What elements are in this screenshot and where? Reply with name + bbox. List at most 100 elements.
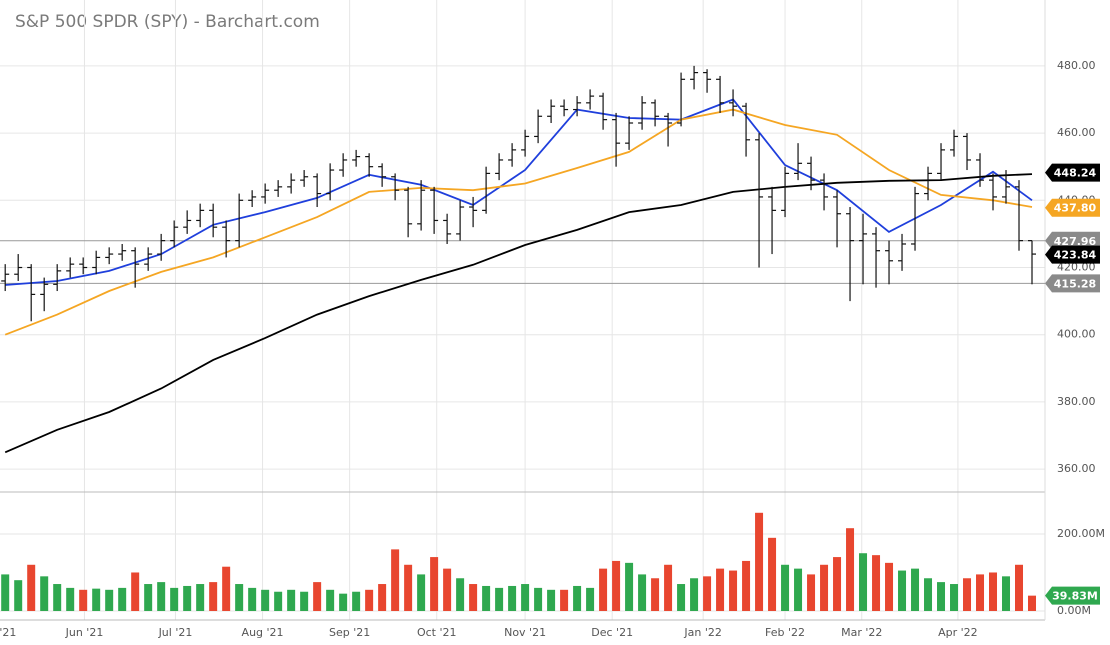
volume-bar — [872, 555, 881, 611]
volume-bar — [547, 589, 556, 611]
volume-bar — [131, 572, 140, 611]
price-badge — [1045, 231, 1100, 250]
volume-bar — [14, 580, 23, 611]
volume-bar — [573, 585, 582, 611]
volume-bar — [716, 568, 725, 611]
price-badge-label: 427.96 — [1054, 235, 1097, 248]
volume-bar — [248, 587, 257, 611]
volume-bar — [937, 582, 946, 611]
volume-bar — [27, 564, 36, 611]
volume-bar — [534, 587, 543, 611]
volume-bar — [703, 576, 712, 611]
volume-bar — [976, 574, 985, 611]
price-badge-label: 448.24 — [1054, 167, 1097, 180]
volume-bar — [521, 584, 530, 611]
volume-bar — [352, 591, 361, 611]
volume-bar — [40, 576, 49, 611]
volume-bar — [391, 549, 400, 611]
volume-bar — [495, 587, 504, 611]
price-badge — [1045, 274, 1100, 293]
volume-bar — [1, 574, 10, 611]
x-tick-label: Aug '21 — [242, 626, 284, 639]
volume-bar — [755, 512, 764, 611]
chart-title: S&P 500 SPDR (SPY) - Barchart.com — [15, 12, 320, 32]
volume-bar — [222, 566, 231, 611]
volume-bar — [924, 578, 933, 611]
y-tick-label: 480.00 — [1057, 59, 1096, 72]
volume-bar — [989, 572, 998, 611]
volume-bar — [742, 560, 751, 611]
volume-bar — [677, 584, 686, 611]
price-badge — [1045, 245, 1100, 264]
volume-bar — [1015, 564, 1024, 611]
volume-bar — [664, 564, 673, 611]
volume-bar — [417, 574, 426, 611]
price-badge-label: 39.83M — [1052, 590, 1098, 603]
volume-bar — [729, 570, 738, 611]
x-tick-label: Dec '21 — [591, 626, 633, 639]
y-tick-label: 380.00 — [1057, 395, 1096, 408]
volume-bar — [443, 568, 452, 611]
volume-bar — [287, 589, 296, 611]
volume-bar — [1028, 595, 1037, 611]
volume-bar — [768, 537, 777, 611]
price-badge-label: 437.80 — [1054, 202, 1097, 215]
x-tick-label: May '21 — [0, 626, 16, 639]
volume-bar — [157, 582, 166, 611]
volume-bar — [170, 587, 179, 611]
volume-bar — [469, 584, 478, 611]
x-tick-label: Oct '21 — [417, 626, 457, 639]
price-badge-label: 415.28 — [1054, 277, 1096, 290]
x-tick-label: Jun '21 — [65, 626, 104, 639]
y-tick-label: 460.00 — [1057, 126, 1096, 139]
volume-bar — [313, 582, 322, 611]
volume-bar — [326, 589, 335, 611]
x-tick-label: Jul '21 — [158, 626, 193, 639]
volume-bar — [235, 584, 244, 611]
volume-bar — [560, 589, 569, 611]
moving-average — [5, 98, 1033, 286]
price-badge — [1045, 198, 1100, 217]
volume-bar — [66, 587, 75, 611]
volume-bar — [365, 589, 374, 611]
volume-bar — [625, 562, 634, 611]
y-tick-label: 420.00 — [1057, 261, 1096, 274]
volume-bar — [612, 560, 621, 611]
volume-tick-label: 0.00M — [1057, 604, 1091, 617]
volume-bar — [950, 584, 959, 611]
moving-average — [4, 173, 1033, 454]
volume-bar — [690, 578, 699, 611]
volume-bar — [404, 564, 413, 611]
x-tick-label: Apr '22 — [938, 626, 978, 639]
x-tick-label: Sep '21 — [329, 626, 370, 639]
volume-bar — [638, 574, 647, 611]
volume-bar — [79, 589, 88, 611]
volume-bar — [53, 584, 62, 611]
x-tick-label: Jan '22 — [683, 626, 721, 639]
volume-bar — [482, 585, 491, 611]
volume-bar — [898, 570, 907, 611]
volume-bar — [183, 585, 192, 611]
volume-bar — [911, 568, 920, 611]
x-tick-label: Feb '22 — [765, 626, 805, 639]
volume-bar — [92, 588, 101, 611]
volume-bar — [456, 578, 465, 611]
volume-bar — [599, 568, 608, 611]
volume-bar — [586, 587, 595, 611]
volume-bar — [430, 557, 439, 611]
volume-bar — [261, 589, 270, 611]
x-tick-label: Nov '21 — [504, 626, 546, 639]
volume-bar — [105, 589, 114, 611]
price-badge — [1045, 163, 1100, 182]
volume-bar — [651, 578, 660, 611]
volume-bar — [209, 582, 218, 611]
price-badge — [1045, 586, 1100, 605]
volume-bar — [859, 553, 868, 611]
volume-bar — [300, 591, 309, 611]
volume-bar — [339, 593, 348, 611]
volume-bar — [196, 584, 205, 611]
volume-bar — [794, 568, 803, 611]
volume-bar — [274, 591, 283, 611]
